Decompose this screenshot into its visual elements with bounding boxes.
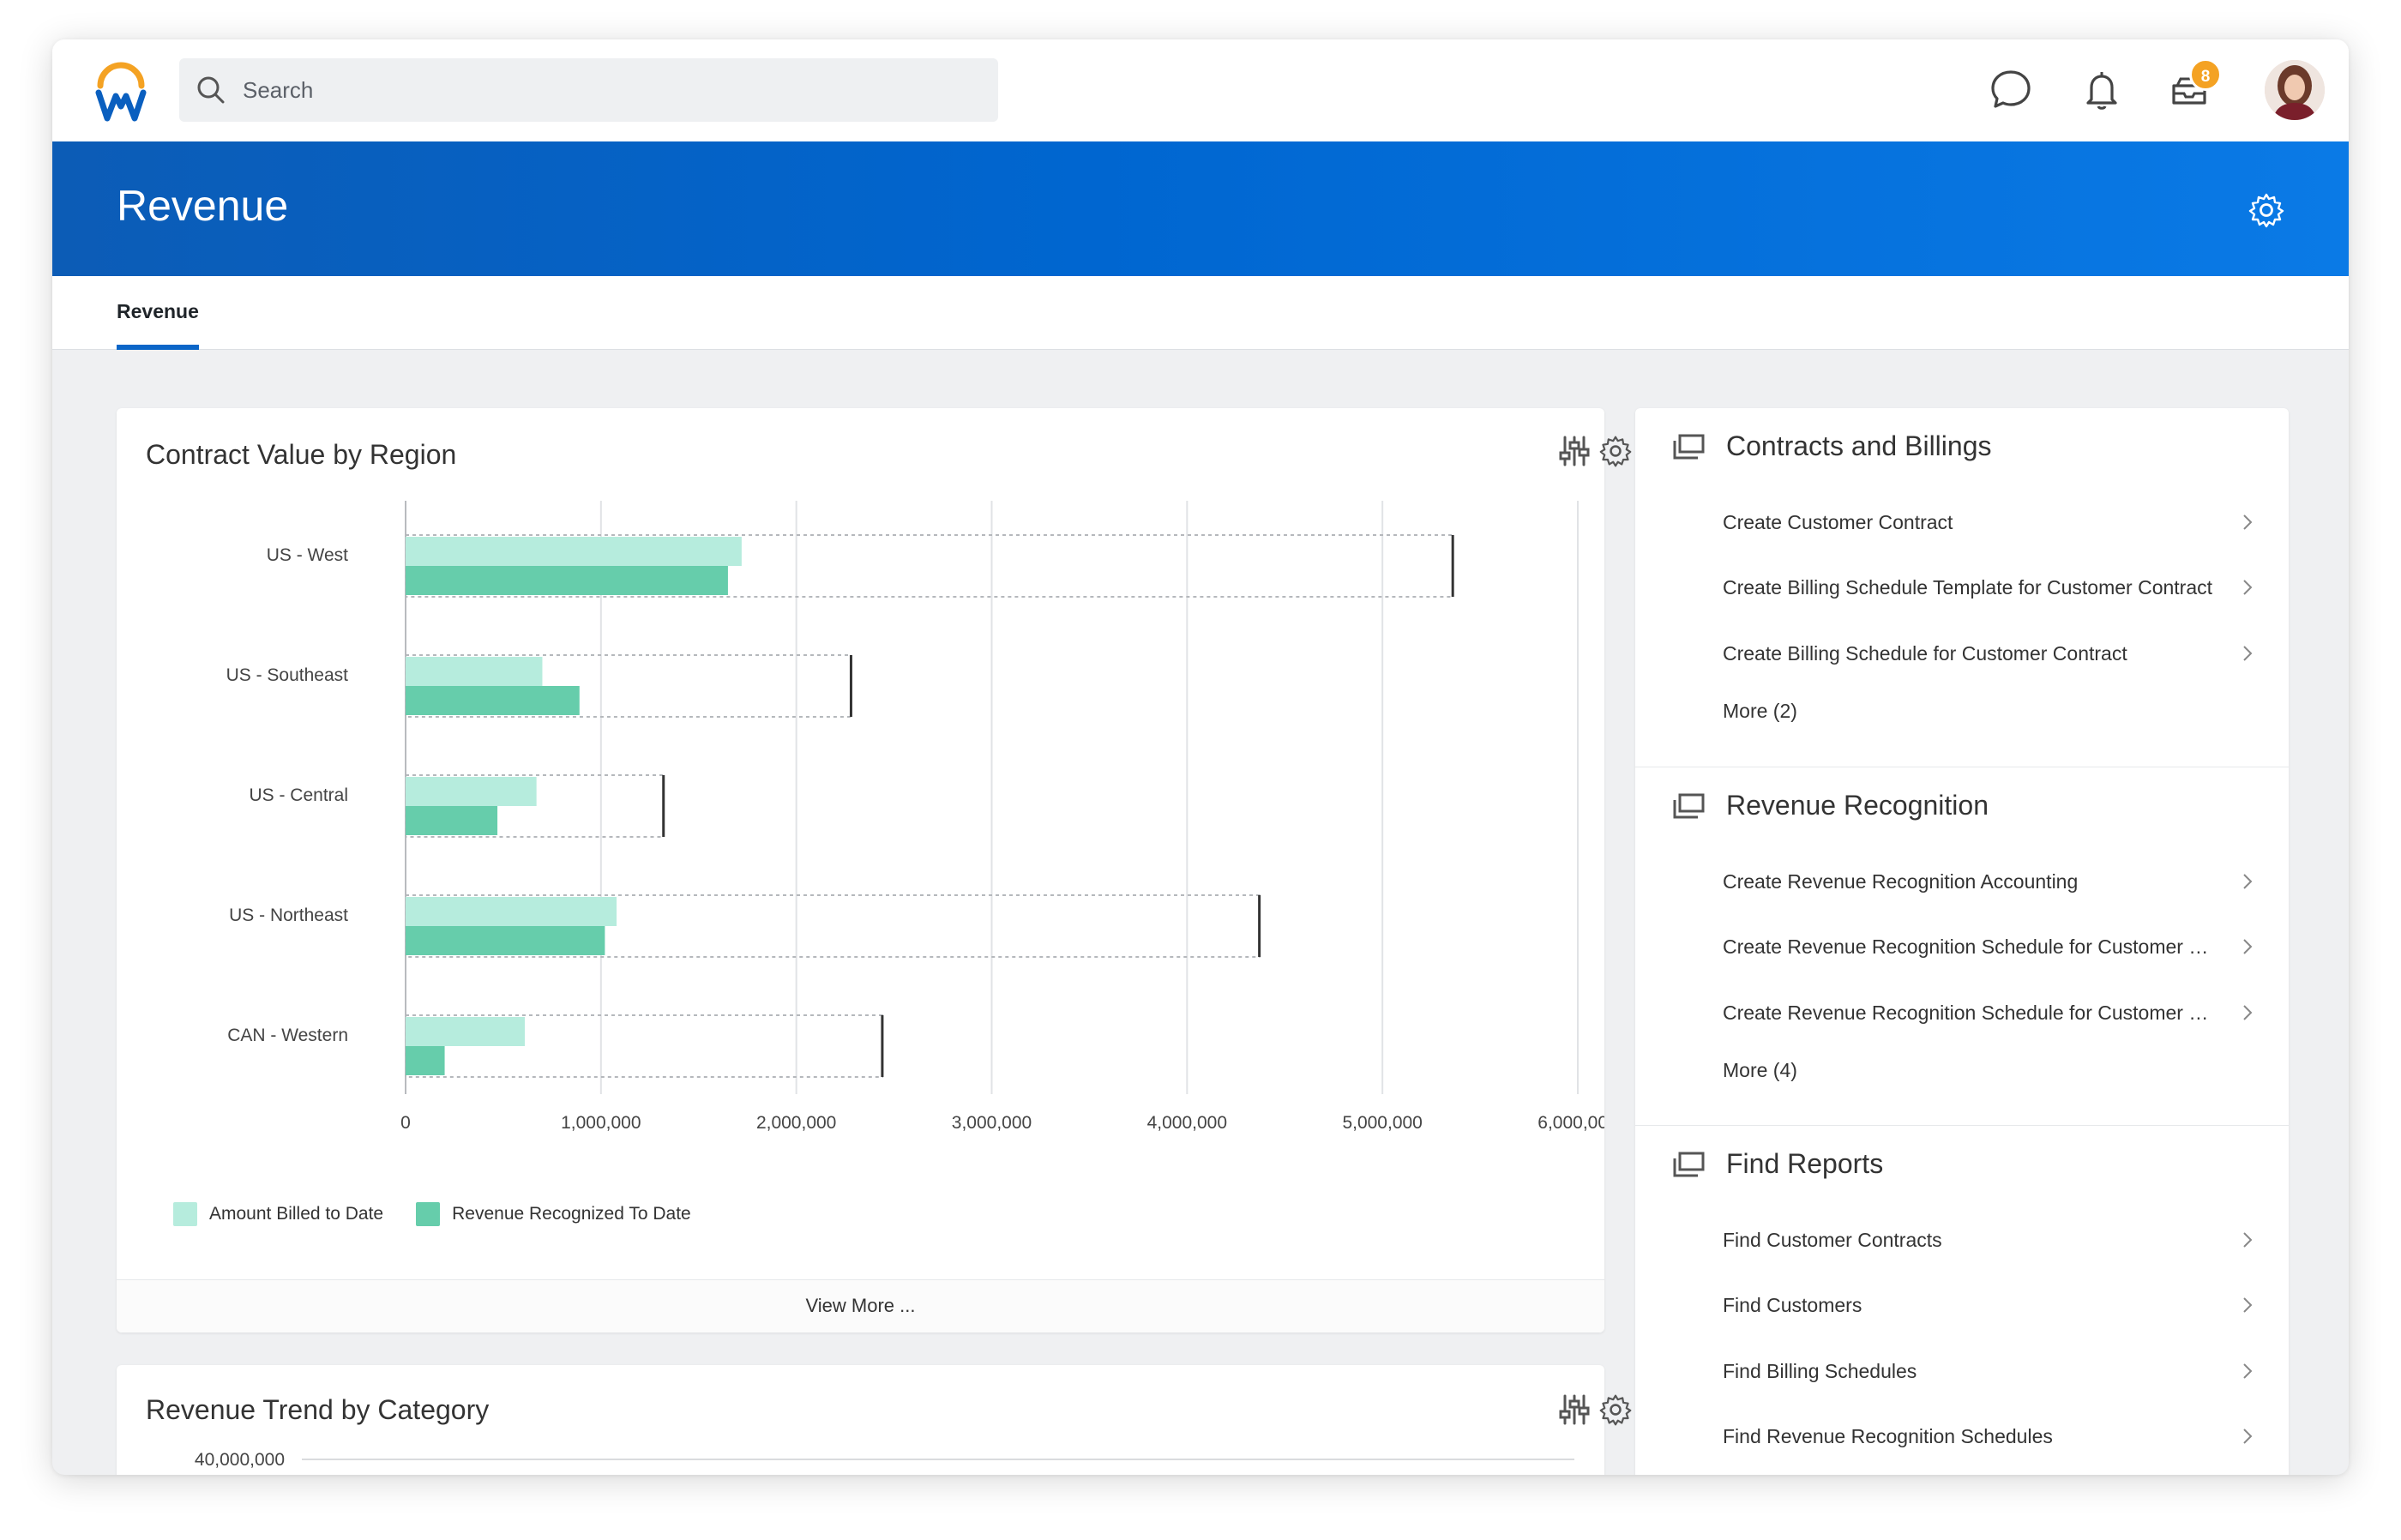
chevron-right-icon: [2243, 1232, 2253, 1248]
link-find-rev-rec-schedules[interactable]: Find Revenue Recognition Schedules: [1723, 1404, 2254, 1469]
x-tick-label: 2,000,000: [756, 1113, 836, 1133]
x-tick-label: 1,000,000: [561, 1113, 641, 1133]
link-create-billing-schedule-template[interactable]: Create Billing Schedule Template for Cus…: [1723, 555, 2254, 620]
bar-amount-billed: [406, 657, 543, 686]
bar-amount-billed: [406, 777, 537, 806]
notifications-bell-icon[interactable]: [2078, 65, 2126, 113]
chat-icon[interactable]: [1987, 65, 2035, 113]
category-label: US - Central: [249, 785, 348, 805]
x-tick-label: 3,000,000: [952, 1113, 1032, 1133]
settings-gear-icon[interactable]: [2248, 191, 2285, 229]
link-create-rev-rec-schedule-contract[interactable]: Create Revenue Recognition Schedule for …: [1723, 914, 2254, 979]
section-title: Revenue Recognition: [1726, 790, 1989, 821]
category-label: CAN - Western: [227, 1026, 348, 1045]
app-window: 8 Revenue Revenue Contract Value by Regi…: [52, 39, 2349, 1475]
chevron-right-icon: [2243, 1005, 2253, 1020]
link-create-billing-schedule[interactable]: Create Billing Schedule for Customer Con…: [1723, 621, 2254, 686]
page-title: Revenue: [117, 182, 289, 230]
contract-value-card: Contract Value by Region 0 1,000,: [117, 408, 1632, 1332]
more-link[interactable]: More (2): [1723, 700, 1797, 722]
top-bar: 8: [52, 39, 2349, 141]
chevron-right-icon: [2243, 580, 2253, 595]
bar-amount-billed: [406, 1017, 525, 1046]
revenue-trend-card: Revenue Trend by Category: [117, 1365, 1632, 1475]
x-tick-label: 0: [400, 1113, 411, 1133]
x-tick-label: 4,000,000: [1147, 1113, 1227, 1133]
chart-settings-gear-icon[interactable]: [1598, 434, 1633, 468]
section-revenue-recognition: Revenue Recognition Create Revenue Recog…: [1635, 767, 2289, 1125]
bar-amount-billed: [406, 537, 742, 566]
chart-filter-icon[interactable]: [1557, 434, 1592, 468]
bar-revenue-recognized: [406, 566, 728, 595]
legend-label-recognized: Revenue Recognized To Date: [452, 1204, 691, 1224]
view-more-link[interactable]: View More ...: [117, 1279, 1604, 1332]
section-contracts-billings: Contracts and Billings Create Customer C…: [1635, 408, 2289, 767]
legend-swatch-recognized: [416, 1202, 441, 1226]
search-bar[interactable]: [179, 58, 998, 122]
worklet-icon: [1673, 434, 1705, 459]
tab-bar: Revenue: [52, 276, 2349, 350]
category-label: US - Northeast: [229, 905, 348, 925]
chevron-right-icon: [2243, 514, 2253, 530]
legend-label-billed: Amount Billed to Date: [209, 1204, 384, 1224]
search-input[interactable]: [243, 58, 972, 122]
y-tick-label: 40,000,000: [195, 1450, 285, 1470]
link-find-customers[interactable]: Find Customers: [1723, 1272, 2254, 1338]
link-create-rev-rec-schedule-line[interactable]: Create Revenue Recognition Schedule for …: [1723, 980, 2254, 1045]
page-header: Revenue: [52, 141, 2349, 276]
card-title: Revenue Trend by Category: [146, 1394, 490, 1425]
chevron-right-icon: [2243, 1297, 2253, 1313]
link-create-rev-rec-accounting[interactable]: Create Revenue Recognition Accounting: [1723, 849, 2254, 914]
legend-item-billed[interactable]: Amount Billed to Date: [173, 1202, 383, 1226]
category-label: US - West: [267, 545, 348, 565]
contract-value-bar-chart: 0 1,000,000 2,000,000 3,000,000 4,000,000 5,0…: [226, 501, 1604, 1133]
chevron-right-icon: [2243, 1363, 2253, 1379]
user-avatar[interactable]: [2265, 60, 2325, 120]
section-find-reports: Find Reports Find Customer Contracts Fin…: [1635, 1125, 2289, 1475]
legend-swatch-billed: [173, 1202, 197, 1226]
chart-settings-gear-icon[interactable]: [1598, 1393, 1633, 1427]
link-create-customer-contract[interactable]: Create Customer Contract: [1723, 490, 2254, 555]
more-link[interactable]: More (4): [1723, 1059, 1797, 1081]
inbox-count-badge: 8: [2189, 58, 2222, 91]
section-title: Find Reports: [1726, 1148, 1884, 1179]
section-title: Contracts and Billings: [1726, 430, 1992, 461]
link-find-billing-schedules[interactable]: Find Billing Schedules: [1723, 1338, 2254, 1404]
card-title: Contract Value by Region: [146, 439, 457, 470]
chart-legend: Amount Billed to Date Revenue Recognized…: [173, 1202, 691, 1226]
bar-amount-billed: [406, 897, 617, 926]
chevron-right-icon: [2243, 874, 2253, 889]
chevron-right-icon: [2243, 1429, 2253, 1444]
bar-revenue-recognized: [406, 806, 498, 835]
worklet-icon: [1673, 793, 1705, 818]
bar-revenue-recognized: [406, 1046, 445, 1075]
legend-item-recognized[interactable]: Revenue Recognized To Date: [416, 1202, 691, 1226]
chevron-right-icon: [2243, 939, 2253, 954]
chart-filter-icon[interactable]: [1557, 1393, 1592, 1427]
revenue-trend-line-chart: 40,000,000: [195, 1450, 1574, 1470]
chevron-right-icon: [2243, 646, 2253, 661]
link-find-customer-contracts[interactable]: Find Customer Contracts: [1723, 1207, 2254, 1272]
x-tick-label: 5,000,000: [1342, 1113, 1422, 1133]
bar-revenue-recognized: [406, 686, 580, 715]
worklet-icon: [1673, 1152, 1705, 1176]
bar-revenue-recognized: [406, 926, 605, 955]
category-label: US - Southeast: [226, 665, 349, 685]
x-tick-label: 6,000,000: [1537, 1113, 1604, 1133]
search-icon: [197, 76, 225, 104]
tab-revenue[interactable]: Revenue: [117, 276, 199, 350]
worklets-panel: Contracts and Billings Create Customer C…: [1635, 408, 2289, 1475]
workday-logo[interactable]: [90, 62, 152, 123]
